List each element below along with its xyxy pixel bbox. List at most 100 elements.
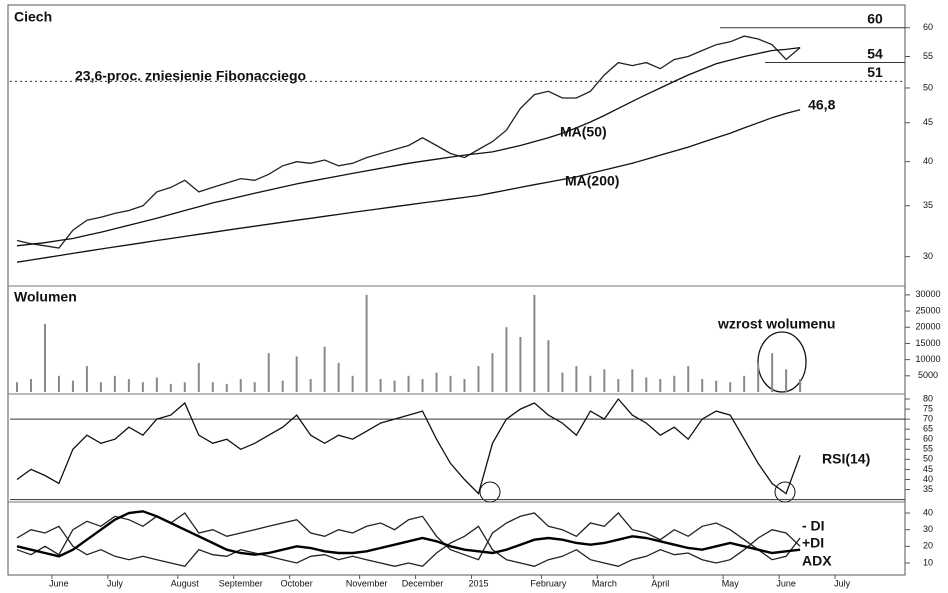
volume-bar	[701, 379, 704, 392]
volume-bar	[43, 324, 46, 392]
y-tick-label: 10000	[915, 354, 940, 364]
series-line	[16, 397, 801, 495]
volume-bar	[99, 382, 102, 392]
volume-bar	[589, 375, 592, 392]
volume-bar	[281, 380, 284, 392]
y-tick-label: 65	[923, 424, 933, 434]
volume-bar	[225, 383, 228, 392]
y-tick-label: 40	[923, 507, 933, 517]
volume-bar	[57, 375, 60, 392]
highlight-circle	[479, 481, 501, 503]
y-tick-label: 30	[923, 251, 933, 261]
x-tick-label: November	[346, 578, 388, 588]
y-tick-label: 45	[923, 117, 933, 127]
volume-bar	[715, 380, 718, 392]
x-tick-label: September	[219, 578, 263, 588]
y-tick-label: 60	[923, 434, 933, 444]
y-tick-label: 35	[923, 200, 933, 210]
y-tick-label: 80	[923, 393, 933, 403]
volume-bar	[197, 362, 200, 392]
volume-bar	[757, 362, 760, 392]
level-label: 54	[867, 45, 883, 61]
y-tick-label: 75	[923, 403, 933, 413]
x-tick-label: July	[107, 578, 124, 588]
y-tick-label: 10	[923, 557, 933, 567]
volume-bar	[267, 353, 270, 392]
volume-bar	[421, 379, 424, 392]
volume-bar	[449, 375, 452, 392]
volume-bar	[71, 380, 74, 392]
x-tick-label: March	[592, 578, 617, 588]
volume-bar	[659, 379, 662, 392]
series-line	[16, 109, 801, 263]
volume-bar	[477, 366, 480, 392]
y-tick-label: 70	[923, 413, 933, 423]
frame	[7, 4, 906, 576]
annotation: wzrost wolumenu	[717, 316, 835, 332]
x-tick-label: February	[530, 578, 567, 588]
y-tick-label: 50	[923, 454, 933, 464]
volume-bar	[169, 383, 172, 392]
volume-bar	[491, 353, 494, 392]
y-tick-label: 20000	[915, 322, 940, 332]
volume-bar	[351, 375, 354, 392]
volume-bar	[295, 356, 298, 392]
y-tick-label: 55	[923, 444, 933, 454]
volume-bar	[239, 379, 242, 392]
volume-bar	[407, 375, 410, 392]
series-line	[16, 525, 801, 568]
volume-bar	[29, 379, 32, 392]
level-label: 60	[867, 10, 883, 26]
volume-bar	[155, 377, 158, 392]
value-label: 46,8	[808, 97, 835, 113]
volume-bar	[729, 382, 732, 392]
volume-bar	[379, 379, 382, 392]
volume-bar	[519, 336, 522, 392]
volume-bar	[561, 372, 564, 392]
y-tick-label: 50	[923, 82, 933, 92]
volume-bar	[771, 353, 774, 392]
highlight-ellipse	[757, 331, 807, 393]
volume-bar	[673, 375, 676, 392]
series-label: ADX	[802, 553, 832, 569]
volume-bar	[575, 366, 578, 392]
series-label: MA(50)	[560, 124, 607, 140]
series-label: - DI	[802, 518, 825, 534]
volume-bar	[393, 380, 396, 392]
series-line	[16, 46, 801, 247]
panel-title: Ciech	[14, 9, 52, 25]
x-tick-label: May	[722, 578, 740, 588]
level-label: 51	[867, 64, 883, 80]
volume-bar	[617, 379, 620, 392]
x-tick-label: June	[776, 578, 796, 588]
volume-bar	[533, 294, 536, 392]
y-tick-label: 60	[923, 22, 933, 32]
series-line	[16, 512, 801, 561]
volume-bar	[687, 366, 690, 392]
x-tick-label: 2015	[468, 578, 488, 588]
x-tick-label: April	[651, 578, 669, 588]
x-tick-label: December	[402, 578, 444, 588]
y-tick-label: 55	[923, 51, 933, 61]
volume-bar	[113, 375, 116, 392]
panel-title: Wolumen	[14, 289, 77, 305]
series-line	[16, 510, 801, 558]
volume-bar	[127, 379, 130, 392]
volume-bar	[547, 340, 550, 392]
volume-bar	[631, 369, 634, 392]
y-tick-label: 40	[923, 474, 933, 484]
highlight-circle	[774, 481, 796, 503]
series-label: MA(200)	[565, 173, 619, 189]
volume-bar	[435, 372, 438, 392]
volume-bar	[309, 379, 312, 392]
volume-bar	[323, 346, 326, 392]
series-line	[16, 35, 801, 249]
volume-bar	[141, 382, 144, 392]
volume-bar	[337, 362, 340, 392]
x-tick-label: June	[49, 578, 69, 588]
volume-bar	[463, 379, 466, 392]
volume-bar	[211, 382, 214, 392]
volume-bar	[15, 382, 18, 392]
